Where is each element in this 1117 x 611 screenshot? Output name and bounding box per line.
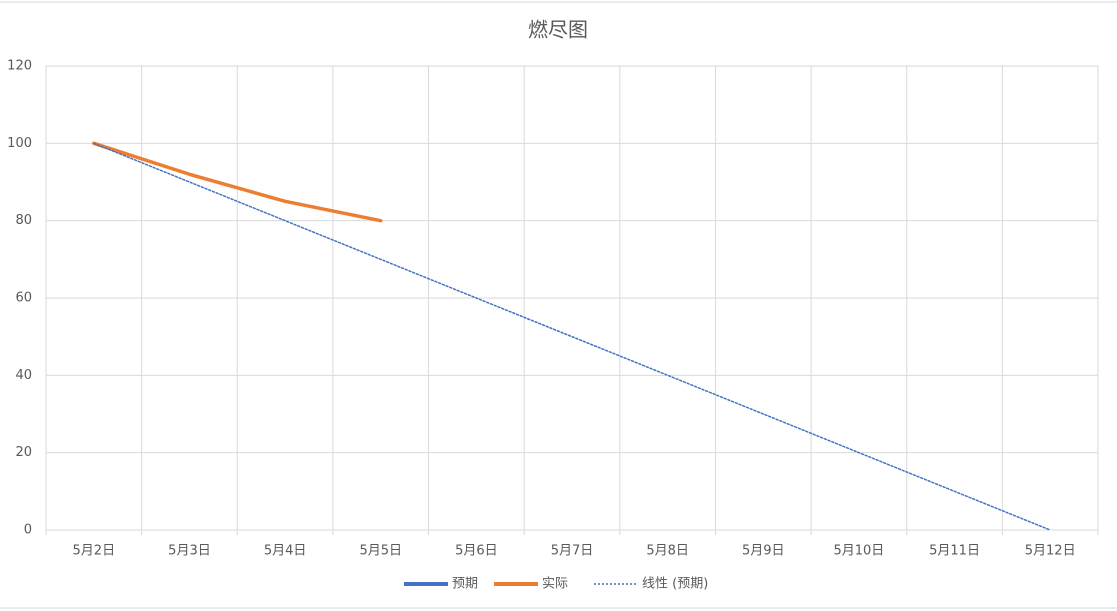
x-tick-label: 5月5日 (359, 544, 402, 559)
x-tick-label: 5月9日 (742, 544, 785, 559)
legend-label: 线性 (预期) (642, 577, 708, 592)
y-tick-label: 40 (15, 368, 32, 383)
y-tick-label: 80 (15, 213, 32, 228)
legend-label: 预期 (452, 577, 478, 592)
x-tick-label: 5月4日 (264, 544, 307, 559)
x-tick-label: 5月6日 (455, 544, 498, 559)
series-line (92, 141, 383, 223)
y-tick-label: 20 (15, 445, 32, 460)
y-tick-label: 0 (24, 523, 32, 538)
x-tick-label: 5月3日 (168, 544, 211, 559)
legend-label: 实际 (542, 577, 568, 592)
y-tick-label: 100 (7, 136, 32, 151)
y-tick-label: 60 (15, 291, 32, 306)
series-line (93, 142, 1051, 531)
x-tick-label: 5月10日 (833, 544, 884, 559)
y-tick-label: 120 (7, 59, 32, 74)
x-tick-label: 5月12日 (1025, 544, 1076, 559)
x-tick-label: 5月8日 (646, 544, 689, 559)
x-tick-label: 5月7日 (551, 544, 594, 559)
x-tick-label: 5月2日 (73, 544, 116, 559)
chart-title: 燃尽图 (528, 18, 588, 42)
x-tick-label: 5月11日 (929, 544, 980, 559)
